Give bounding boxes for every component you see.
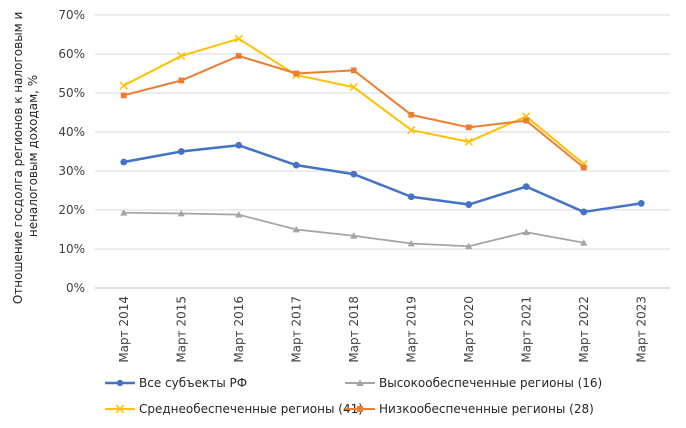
legend-label: Среднеобеспеченные регионы (41) (139, 402, 363, 416)
data-point (119, 81, 128, 90)
data-point (580, 239, 588, 246)
legend-label: Высокообеспеченные регионы (16) (379, 376, 602, 390)
y-tick-label: 50% (58, 86, 85, 100)
data-point (464, 137, 473, 146)
y-axis-label-line-2: неналоговым доходам, % (26, 75, 40, 237)
series-3 (120, 53, 587, 171)
data-point (580, 164, 587, 171)
x-tick-label: Март 2018 (347, 296, 361, 363)
series-1 (120, 209, 588, 250)
y-tick-label: 10% (58, 242, 85, 256)
data-point (293, 70, 300, 77)
x-tick-label: Март 2014 (117, 296, 131, 363)
series-0 (120, 141, 645, 216)
y-tick-label: 20% (58, 203, 85, 217)
data-point (235, 211, 243, 218)
series-line (123, 37, 585, 165)
x-tick-label: Март 2019 (404, 296, 418, 363)
data-point (350, 170, 358, 178)
legend-label: Все субъекты РФ (139, 376, 247, 390)
legend-item: Высокообеспеченные регионы (16) (345, 376, 602, 390)
x-tick-label: Март 2021 (519, 296, 533, 363)
data-point (349, 83, 358, 92)
data-point (465, 124, 472, 131)
y-axis-label-line-1: Отношение госдолга регионов к налоговым … (11, 12, 25, 305)
data-point (235, 53, 242, 59)
legend-item: Среднеобеспеченные регионы (41) (105, 402, 363, 416)
legend-item: Низкообеспеченные регионы (28) (345, 402, 594, 416)
legend-label: Низкообеспеченные регионы (28) (379, 402, 594, 416)
series-line (123, 144, 642, 214)
data-point (465, 201, 473, 208)
y-axis-ticks: 0% 10% 20% 30% 40% 50% 60% 70% (58, 8, 85, 295)
data-point (407, 193, 415, 201)
legend-item: Все субъекты РФ (105, 376, 247, 390)
x-tick-label: Март 2020 (462, 296, 476, 363)
data-point (177, 51, 186, 61)
x-tick-label: Март 2016 (232, 296, 246, 363)
x-tick-label: Март 2017 (289, 296, 303, 363)
series-lines (119, 34, 645, 250)
data-point (177, 209, 185, 217)
legend: Все субъекты РФ Высокообеспеченные регион… (105, 376, 602, 416)
data-point (407, 239, 415, 247)
data-point (234, 34, 243, 43)
data-point (120, 209, 128, 216)
data-point (120, 158, 128, 166)
data-point (523, 117, 530, 124)
series-line (123, 211, 584, 248)
x-axis-ticks: Март 2014 Март 2015 Март 2016 Март 2017 Март… (117, 296, 649, 363)
y-tick-label: 60% (58, 47, 85, 61)
data-point (522, 228, 530, 236)
data-point (178, 77, 185, 84)
data-point (407, 125, 416, 135)
y-tick-label: 40% (58, 125, 85, 139)
x-tick-label: Март 2023 (634, 296, 648, 363)
data-point (177, 148, 185, 155)
data-point (350, 232, 358, 239)
data-point (292, 161, 300, 169)
data-point (350, 67, 357, 74)
data-point (637, 199, 645, 207)
y-tick-label: 30% (58, 164, 85, 178)
data-point (120, 92, 127, 99)
y-tick-label: 0% (66, 281, 85, 295)
data-point (408, 111, 415, 118)
x-tick-label: Март 2015 (174, 296, 188, 363)
data-point (465, 242, 473, 250)
y-axis-label: Отношение госдолга регионов к налоговым … (11, 8, 40, 304)
data-point (235, 141, 243, 149)
data-point (580, 208, 588, 216)
x-tick-label: Март 2022 (577, 296, 591, 363)
y-tick-label: 70% (58, 8, 85, 22)
data-point (522, 183, 530, 191)
data-point (292, 225, 300, 233)
series-2 (119, 34, 588, 169)
